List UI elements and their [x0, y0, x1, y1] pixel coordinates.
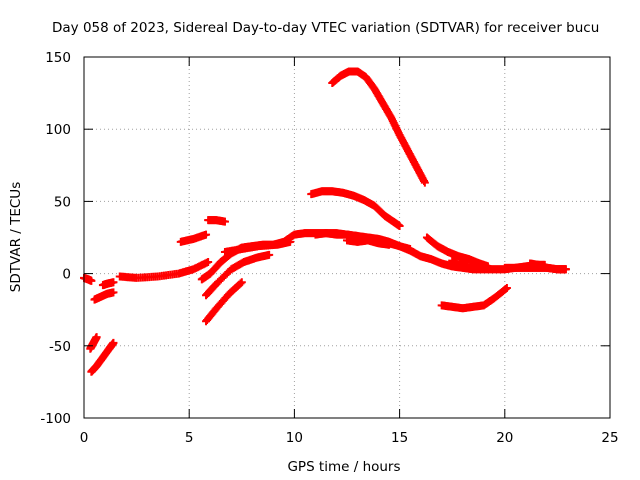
series-arc-midday-2 [343, 236, 394, 249]
y-tick-label: 100 [45, 122, 71, 138]
data-point [483, 262, 492, 271]
data-point [109, 278, 118, 287]
y-tick-label: -100 [40, 411, 71, 427]
data-point [202, 230, 211, 239]
x-tick-label: 0 [80, 430, 89, 446]
series-arc-late-2 [526, 259, 570, 274]
data-point [87, 276, 96, 285]
data-point [501, 285, 510, 294]
series-arc-mid-2 [220, 237, 295, 256]
data-point [220, 217, 229, 226]
series-arc-morning-high [176, 230, 211, 246]
data-point [502, 284, 511, 293]
tick-layer: 0 5 10 15 20 25 -100 -50 0 50 100 150 [40, 50, 618, 446]
series-arc-peak [328, 67, 429, 187]
series-arc-dip [437, 284, 511, 313]
data-point [92, 333, 101, 342]
plot-frame [83, 56, 611, 419]
y-tick-label: -50 [49, 339, 71, 355]
series-arc-early-5 [98, 278, 118, 290]
series-arc-afternoon-cluster [448, 256, 486, 272]
data-point [109, 338, 118, 347]
data-point [109, 288, 118, 297]
data-point [406, 245, 415, 254]
series-arc-main-3 [202, 278, 246, 326]
series-arc-early-3 [87, 338, 118, 376]
data-point [236, 279, 245, 288]
x-tick-label: 10 [286, 430, 303, 446]
series-arc-afternoon-drop [422, 233, 492, 271]
data-point [420, 178, 429, 187]
series-arc-main-2 [202, 250, 274, 300]
series-arc-bump [204, 216, 229, 226]
data-point [286, 237, 295, 246]
series-arc-low-track [115, 258, 213, 282]
x-tick-label: 25 [601, 430, 618, 446]
data-point [204, 258, 213, 267]
data-point [561, 265, 570, 274]
series-arc-early-4 [90, 288, 118, 304]
y-axis-label: SDTVAR / TECUs [8, 182, 24, 292]
data-point [477, 263, 486, 272]
data-point [237, 278, 246, 287]
data-point [395, 221, 404, 230]
series-arc-midday-1 [311, 229, 415, 254]
x-tick-label: 5 [185, 430, 194, 446]
x-tick-label: 15 [391, 430, 408, 446]
series-arc-early-2 [86, 333, 101, 353]
data-point [265, 250, 274, 259]
x-tick-label: 20 [496, 430, 513, 446]
y-tick-label: 0 [62, 267, 71, 283]
x-axis-label: GPS time / hours [287, 459, 400, 475]
y-tick-label: 150 [45, 50, 71, 66]
series-arc-early-1 [80, 273, 96, 285]
series-arc-secondary [307, 187, 404, 230]
chart-title: Day 058 of 2023, Sidereal Day-to-day VTE… [52, 20, 599, 36]
y-tick-label: 50 [54, 194, 71, 210]
data-point [385, 240, 394, 249]
data-layer [80, 67, 570, 376]
